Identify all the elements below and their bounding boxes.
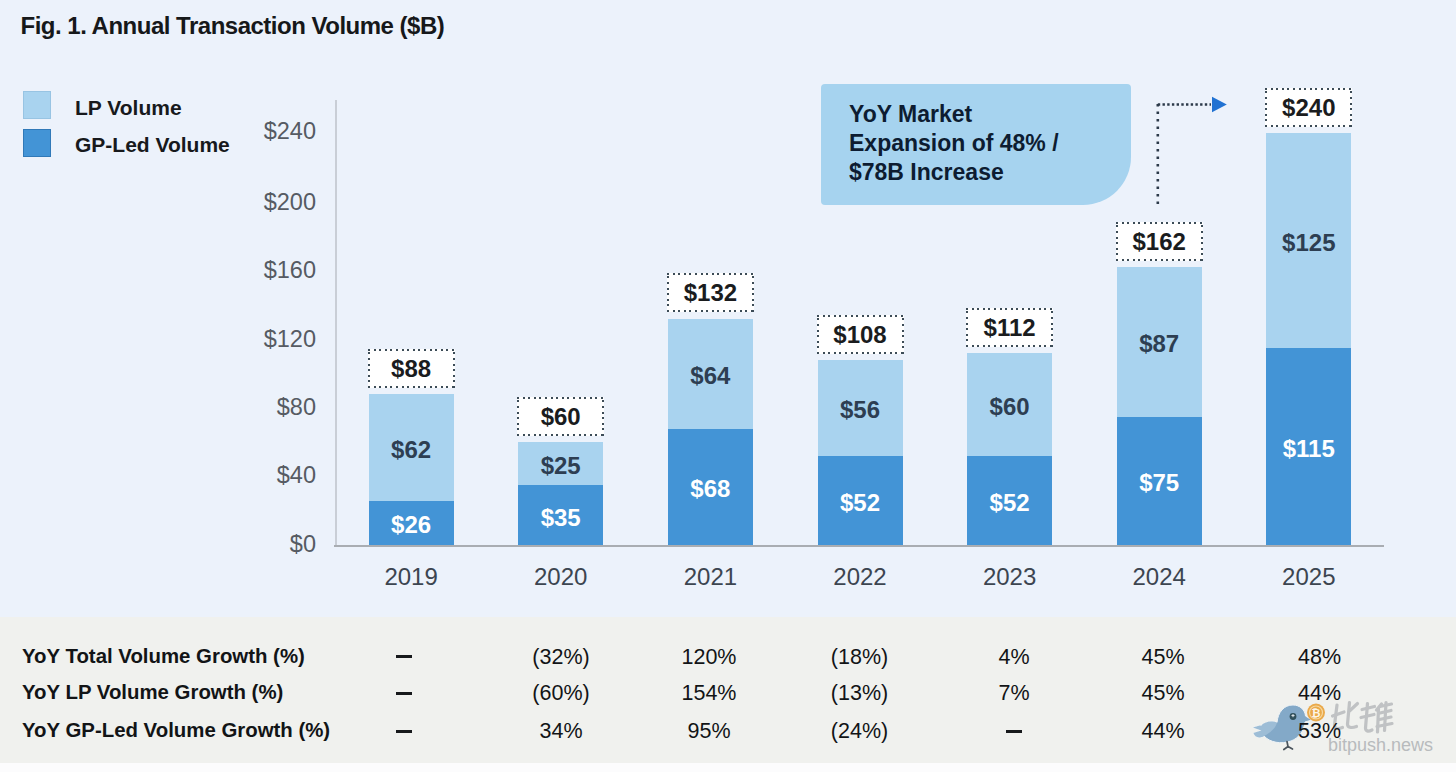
svg-text:₿: ₿ xyxy=(1312,707,1321,719)
